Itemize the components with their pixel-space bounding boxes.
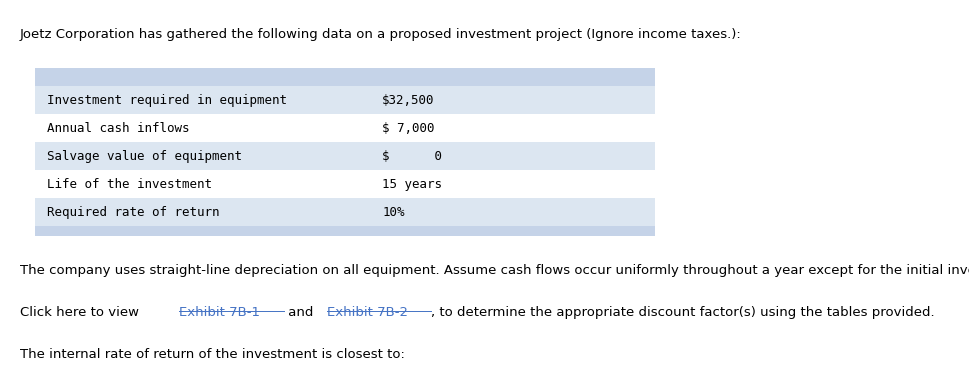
Text: Click here to view: Click here to view	[20, 306, 143, 319]
Text: Investment required in equipment: Investment required in equipment	[47, 94, 287, 107]
Text: 10%: 10%	[382, 205, 405, 219]
Bar	[35, 170, 655, 198]
Bar	[35, 142, 655, 170]
Bar	[35, 114, 655, 142]
Text: Salvage value of equipment: Salvage value of equipment	[47, 149, 242, 162]
Bar	[35, 86, 655, 114]
Text: Annual cash inflows: Annual cash inflows	[47, 121, 190, 135]
Text: Exhibit 7B-2: Exhibit 7B-2	[327, 306, 408, 319]
Text: Life of the investment: Life of the investment	[47, 178, 212, 191]
Text: $      0: $ 0	[382, 149, 442, 162]
Text: Exhibit 7B-1: Exhibit 7B-1	[179, 306, 260, 319]
Text: The company uses straight-line depreciation on all equipment. Assume cash flows : The company uses straight-line depreciat…	[20, 264, 969, 277]
Text: $32,500: $32,500	[382, 94, 435, 107]
Bar	[35, 198, 655, 226]
Text: Required rate of return: Required rate of return	[47, 205, 220, 219]
Bar	[35, 226, 655, 236]
Bar	[35, 68, 655, 86]
Text: , to determine the appropriate discount factor(s) using the tables provided.: , to determine the appropriate discount …	[431, 306, 935, 319]
Text: 15 years: 15 years	[382, 178, 442, 191]
Text: The internal rate of return of the investment is closest to:: The internal rate of return of the inves…	[20, 348, 405, 361]
Text: $ 7,000: $ 7,000	[382, 121, 435, 135]
Text: Joetz Corporation has gathered the following data on a proposed investment proje: Joetz Corporation has gathered the follo…	[20, 28, 741, 41]
Text: and: and	[284, 306, 317, 319]
